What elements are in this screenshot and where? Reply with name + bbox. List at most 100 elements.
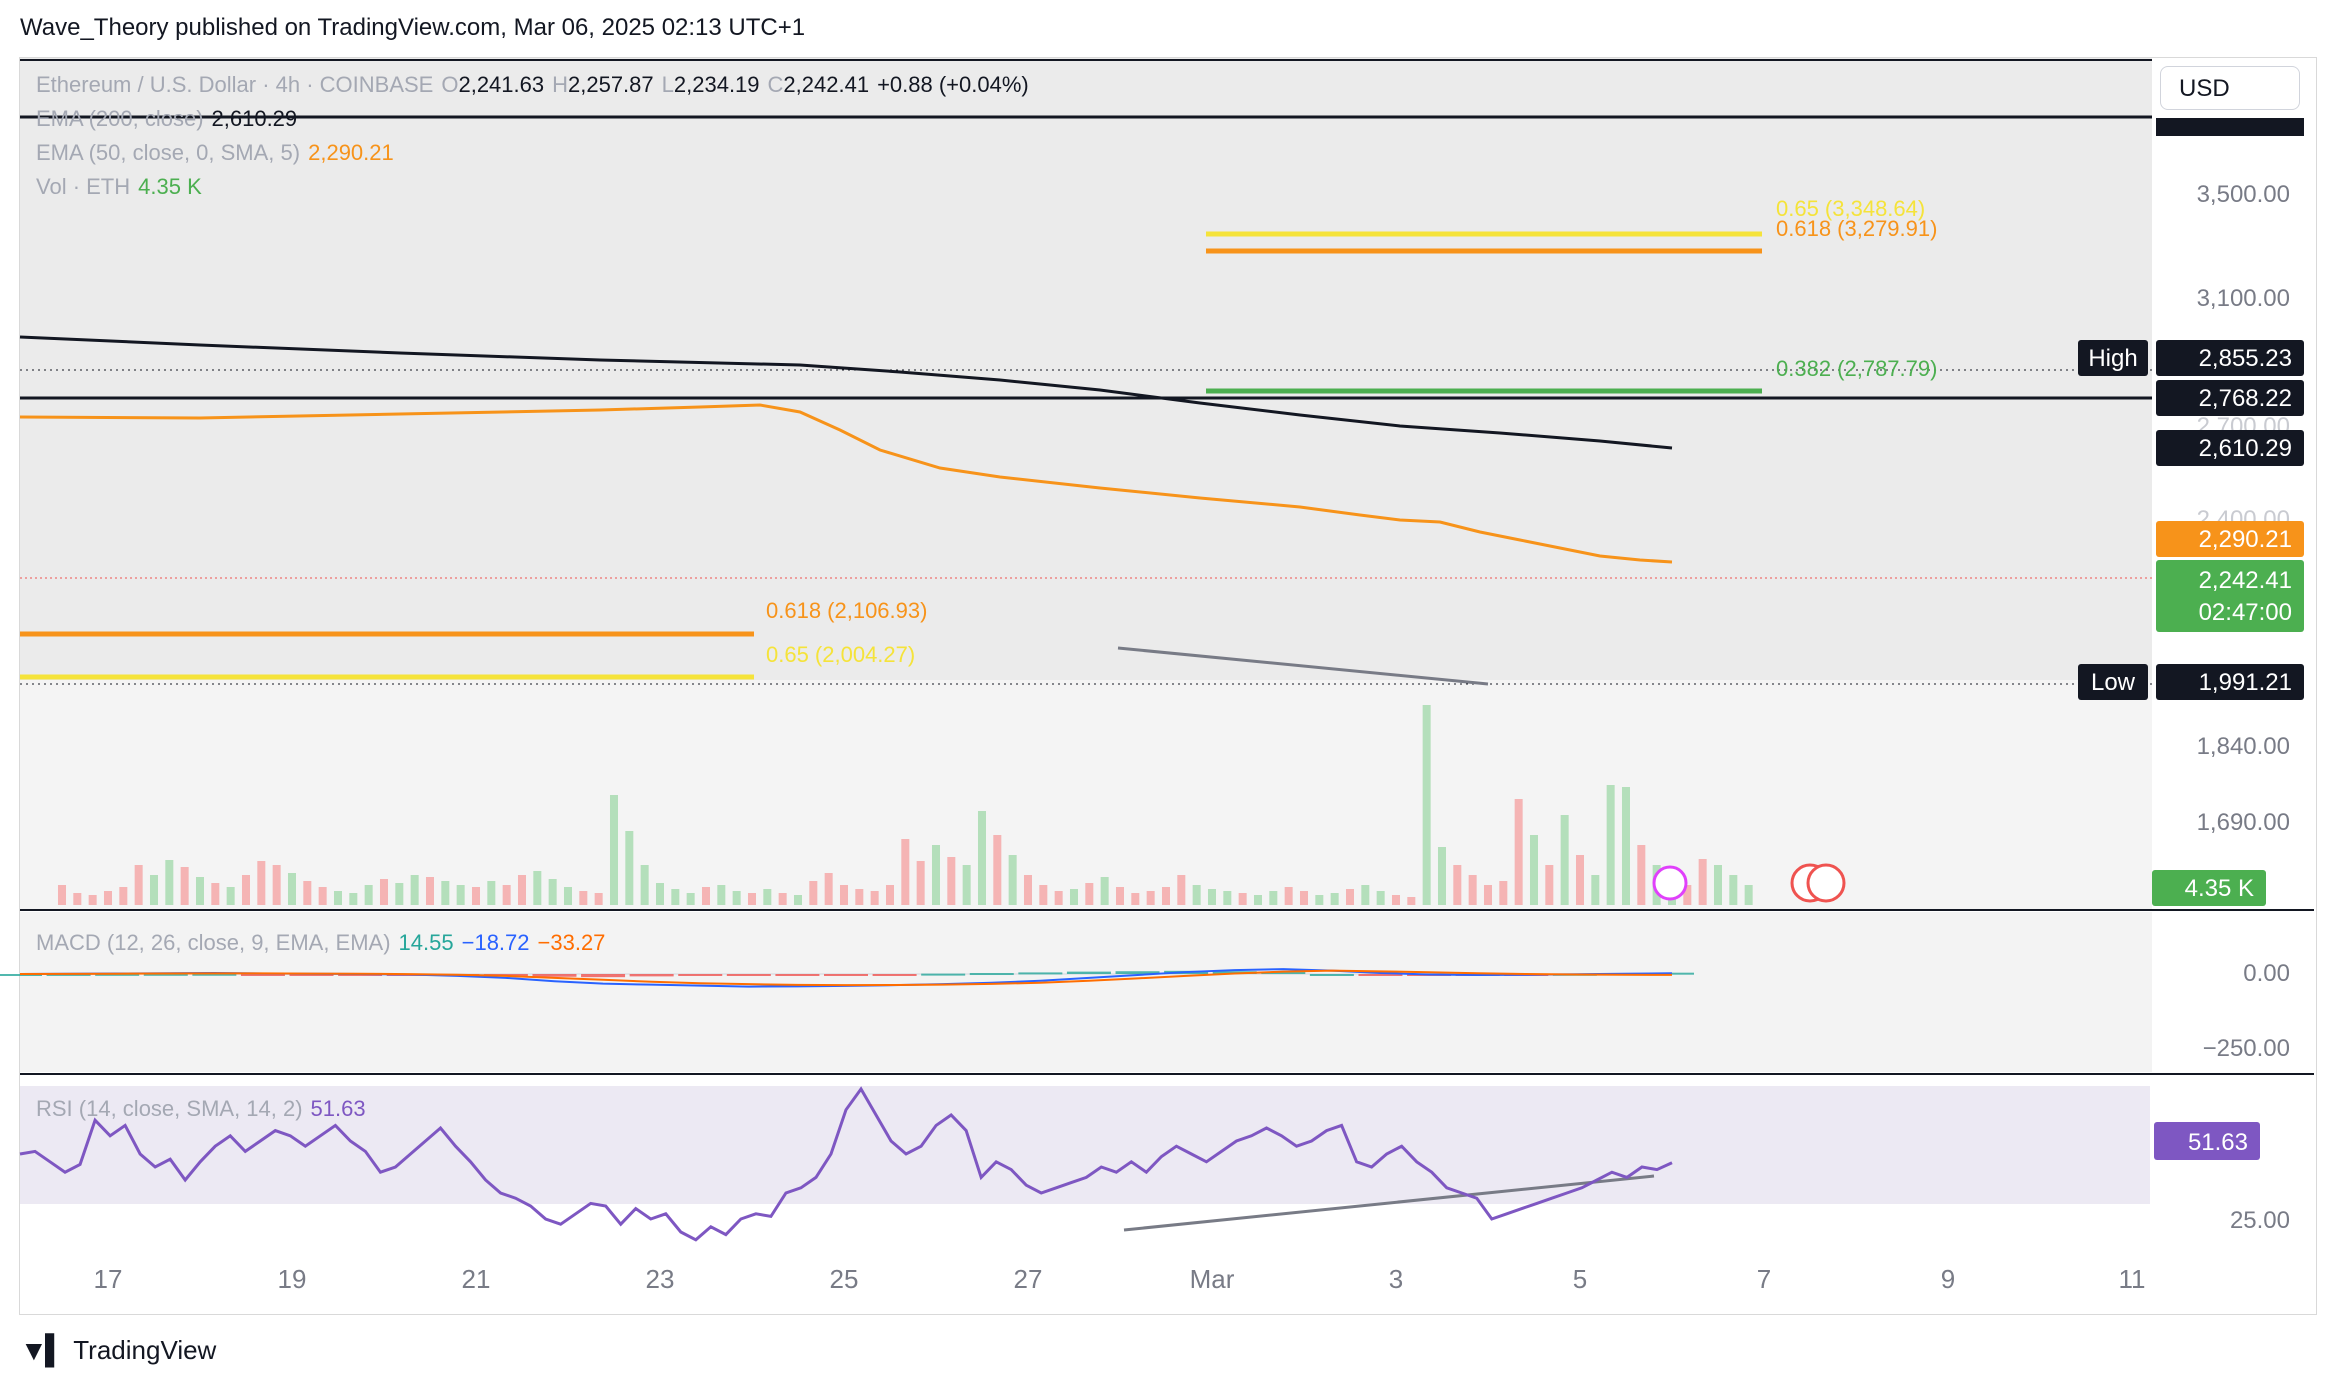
macd-value-3: −33.27 — [537, 930, 606, 955]
price-axis-tick: 1,690.00 — [2197, 809, 2290, 836]
ema50-label: EMA (50, close, 0, SMA, 5) — [36, 140, 301, 165]
volume-bar — [119, 887, 128, 905]
volume-bar — [962, 865, 971, 905]
volume-bar — [1468, 875, 1477, 905]
volume-bar — [364, 885, 373, 905]
volume-bar — [1207, 889, 1216, 905]
ema50-legend: EMA (50, close, 0, SMA, 5) 2,290.21 — [36, 140, 402, 166]
volume-bar — [1376, 891, 1385, 905]
volume-bar — [1422, 705, 1431, 905]
volume-bar — [88, 895, 97, 905]
currency-button[interactable]: USD — [2160, 66, 2300, 110]
fib-lower-0618-label: 0.618 (2,106.93) — [766, 598, 928, 623]
countdown-value: 02:47:00 — [2199, 599, 2292, 626]
volume-bar — [977, 811, 986, 905]
macd-histogram-bar — [46, 973, 91, 976]
volume-bar — [824, 873, 833, 905]
macd-histogram-bar — [95, 973, 140, 976]
volume-bar — [1223, 891, 1232, 905]
time-axis-tick: 7 — [1757, 1264, 1771, 1294]
volume-bar — [855, 889, 864, 905]
volume-bar — [1192, 885, 1201, 905]
rsi-label: RSI (14, close, SMA, 14, 2) — [36, 1096, 303, 1121]
ema200-value: 2,610.29 — [211, 106, 298, 131]
volume-bar — [1744, 885, 1753, 905]
volume-bar — [640, 865, 649, 905]
price-support-trendline — [1117, 646, 1489, 686]
volume-bar — [885, 885, 894, 905]
volume-bar — [1621, 787, 1630, 905]
volume-bar — [763, 889, 772, 905]
volume-bar — [1238, 893, 1247, 905]
rsi-legend: RSI (14, close, SMA, 14, 2) 51.63 — [36, 1096, 374, 1122]
volume-bar — [241, 875, 250, 905]
footer-brand[interactable]: ▼▍ TradingView — [20, 1334, 216, 1367]
fib-upper-065-label: 0.65 (3,348.64) — [1776, 196, 1926, 221]
volume-bar — [73, 893, 82, 905]
macd-histogram-bar — [872, 974, 917, 976]
macd-histogram-bar — [921, 973, 966, 976]
volume-bar — [226, 887, 235, 905]
volume-bar — [1269, 891, 1278, 905]
time-axis-tick: 3 — [1389, 1264, 1403, 1294]
volume-bar — [839, 885, 848, 905]
volume-bar — [425, 877, 434, 905]
price-axis-tick: 3,500.00 — [2197, 181, 2290, 208]
volume-bar — [916, 861, 925, 905]
last-price-badge-bg — [2156, 560, 2304, 632]
volume-bar — [1713, 865, 1722, 905]
volume-bar — [333, 891, 342, 905]
volume-bar — [1698, 859, 1707, 905]
signal-line — [19, 969, 1673, 987]
macd-histogram-bar — [143, 973, 188, 976]
price-axis-tick: 3,100.00 — [2197, 285, 2290, 312]
volume-bar — [1483, 885, 1492, 905]
macd-histogram-bar — [1309, 974, 1354, 976]
rsi-badge-value: 51.63 — [2188, 1129, 2248, 1156]
volume-bar — [487, 881, 496, 905]
volume-bar — [1315, 895, 1324, 905]
volume-bar — [1054, 891, 1063, 905]
volume-bar — [1299, 891, 1308, 905]
volume-bar — [1131, 893, 1140, 905]
us-flag-event-icon — [1806, 863, 1846, 903]
fib-lower-065-label: 0.65 (2,004.27) — [766, 642, 916, 667]
rsi-value: 51.63 — [310, 1096, 366, 1121]
low-badge-bg — [2156, 664, 2304, 700]
volume-label: Vol · ETH — [36, 174, 131, 199]
volume-bar — [594, 893, 603, 905]
macd-histogram-bar — [775, 974, 820, 976]
macd-histogram-bar — [1358, 974, 1403, 976]
macd-histogram-bar — [1261, 972, 1306, 975]
volume-bar — [395, 883, 404, 905]
macd-value-1: 14.55 — [398, 930, 454, 955]
open-value: 2,241.63 — [458, 72, 545, 97]
volume-bar — [809, 881, 818, 905]
volume-bar — [1729, 875, 1738, 905]
time-axis-tick: 27 — [1014, 1264, 1043, 1294]
high-badge-label-bg — [2078, 340, 2148, 376]
volume-bar — [1606, 785, 1615, 905]
macd-histogram-bar — [192, 973, 237, 976]
low-badge-label: Low — [2091, 669, 2136, 696]
macd-label: MACD (12, 26, close, 9, EMA, EMA) — [36, 930, 391, 955]
volume-bar — [655, 883, 664, 905]
rsi-divergence-trendline — [1123, 1174, 1655, 1232]
macd-histogram-bar — [1066, 971, 1111, 974]
open-label: O — [441, 72, 459, 97]
volume-bar — [1069, 889, 1078, 905]
volume-bar — [149, 875, 158, 905]
low-badge-label-bg — [2078, 664, 2148, 700]
tradingview-logo-icon: ▼▍ — [20, 1335, 67, 1366]
volume-bar — [1637, 845, 1646, 905]
volume-bar — [1177, 875, 1186, 905]
volume-bar — [732, 891, 741, 905]
volume-bar — [717, 885, 726, 905]
volume-bar — [1529, 835, 1538, 905]
volume-bar — [778, 893, 787, 905]
volume-bar — [1161, 887, 1170, 905]
volume-bar — [625, 831, 634, 905]
low-label: L — [661, 72, 674, 97]
volume-bar — [1253, 895, 1262, 905]
